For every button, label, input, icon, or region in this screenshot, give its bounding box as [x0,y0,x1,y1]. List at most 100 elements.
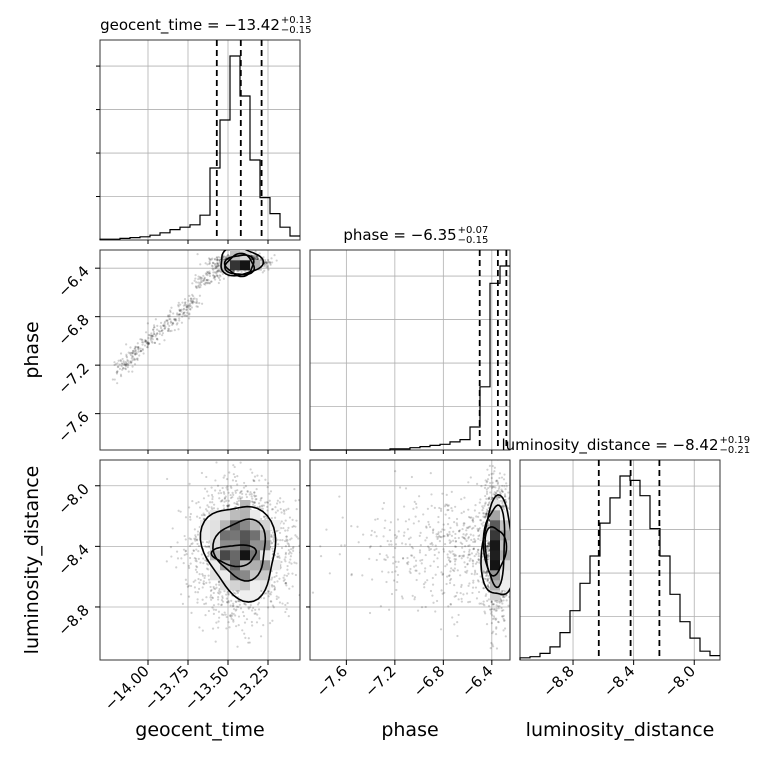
sample-point [195,548,198,551]
sample-point [454,532,457,536]
sample-point [216,258,219,261]
sample-point [173,329,176,332]
sample-point [446,534,450,537]
sample-point [501,595,504,598]
sample-point [199,276,202,279]
sample-point [279,497,282,500]
sample-point [211,627,215,630]
sample-point [229,604,232,607]
sample-point [133,358,136,361]
sample-point [254,256,257,259]
sample-point [472,520,475,523]
sample-point [495,627,498,630]
sample-point [212,612,215,615]
sample-point [133,349,137,353]
sample-point [413,596,417,599]
sample-point [121,362,124,365]
sample-point [502,478,506,481]
sample-point [497,605,500,608]
sample-point [223,497,226,500]
sample-point [169,546,173,549]
sample-point [414,564,418,567]
sample-point [271,550,275,553]
sample-point [446,504,449,508]
sample-point [477,537,480,540]
sample-point [237,615,241,618]
sample-point [182,307,186,310]
sample-point [187,584,191,587]
sample-point [127,364,130,367]
sample-point [144,331,148,334]
sample-point [486,579,489,583]
sample-point [223,474,226,477]
density-cell [500,580,510,591]
sample-point [231,496,234,499]
sample-point [216,591,220,594]
sample-point [396,573,400,577]
chart-labels: −14.00−13.75−13.50−13.25geocent_time−7.6… [21,15,750,741]
sample-point [487,503,490,506]
sample-point [218,269,221,273]
sample-point [206,263,209,266]
sample-point [489,608,492,611]
sample-point [414,515,417,518]
sample-point [394,546,397,550]
sample-point [449,551,452,554]
sample-point [461,527,464,531]
sample-point [203,282,206,286]
sample-point [500,606,503,610]
sample-point [155,332,159,335]
sample-point [214,278,217,281]
sample-point [437,551,440,554]
sample-point [373,531,376,534]
title-geocent_time: geocent_time = −13.42 [100,16,280,35]
sample-point [446,533,449,536]
sample-point [239,497,242,500]
sample-point [489,491,492,494]
sample-point [123,363,127,366]
density-cell [250,530,261,541]
sample-point [418,572,421,575]
chart-marks [99,40,720,660]
sample-point [460,585,463,588]
sample-point [154,335,157,338]
sample-point [212,268,215,271]
sample-point [495,647,499,650]
sample-point [199,263,202,266]
sample-point [212,591,215,595]
sample-point [456,634,459,638]
sample-point [171,527,174,530]
sample-point [128,352,132,355]
sample-point [213,262,216,265]
sample-point [212,271,215,274]
sample-point [473,569,477,572]
sample-point [472,547,475,551]
sample-point [196,253,199,256]
sample-point [226,253,230,257]
sample-point [282,576,285,579]
sample-point [253,612,256,615]
sample-point [247,641,250,644]
sample-point [503,627,507,630]
sample-point [226,488,229,491]
sample-point [281,538,284,542]
sample-point [145,341,148,344]
sample-point [226,485,229,488]
sample-point [234,479,238,483]
sample-point [478,602,481,605]
sample-point [278,531,282,535]
sample-point [192,549,195,553]
x-tick-label: −7.2 [361,662,399,700]
sample-point [276,538,279,541]
sample-point [449,579,452,582]
sample-point [179,313,182,316]
sample-point [191,542,194,545]
sample-point [251,501,255,504]
sample-point [285,538,288,541]
sample-point [206,274,209,277]
sample-point [204,283,207,286]
sample-point [446,556,450,559]
sample-point [488,544,491,547]
sample-point [501,602,504,605]
sample-point [472,547,475,551]
